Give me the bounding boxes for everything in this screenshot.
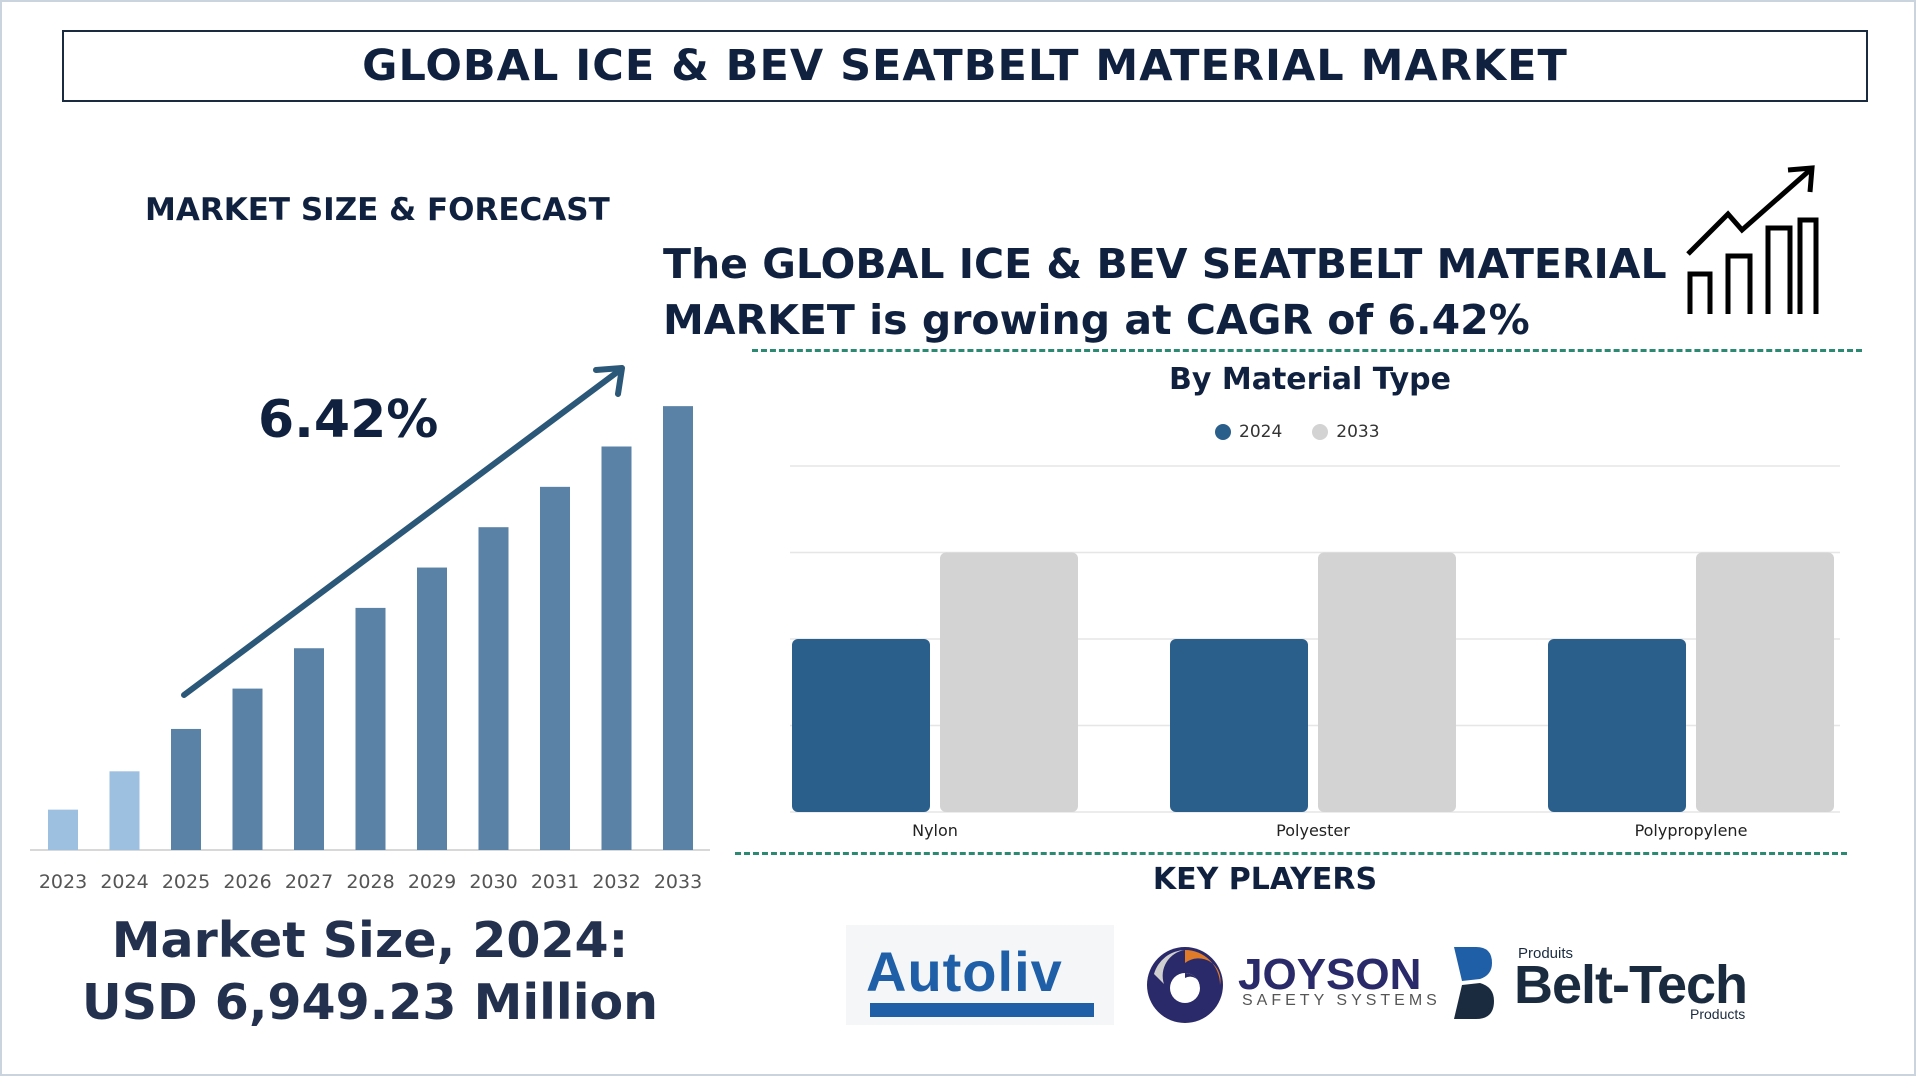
growth-chart-icon [1686,165,1819,314]
trend-arrow-head [593,365,625,397]
forecast-tick-2031: 2031 [531,871,579,893]
forecast-bar-2030 [478,527,509,850]
divider-bottom [735,852,1847,855]
forecast-bar-2033 [663,406,693,850]
belt-tech-top-text: Produits [1518,945,1574,962]
forecast-bar-2029 [417,567,447,850]
legend-item-2024: 2024 [1215,422,1282,442]
material-bar-polypropylene-2033 [1696,552,1834,812]
material-category-label-polypropylene: Polypropylene [1635,821,1748,840]
forecast-tick-2032: 2032 [592,871,640,893]
market-size-value: USD 6,949.23 Million [81,974,659,1031]
belt-tech-logo-text: Belt-Tech [1514,955,1748,1015]
forecast-bar-2032 [601,446,632,850]
material-bar-polyester-2024 [1170,639,1308,812]
forecast-bar-2024 [109,771,140,850]
forecast-tick-2025: 2025 [162,871,210,893]
forecast-tick-2023: 2023 [39,871,87,893]
forecast-bar-2023 [48,809,78,850]
divider-top [752,349,1862,352]
forecast-bar-chart: 2023 2024 2025 2026 2027 2028 2029 2030 2031 2032… [30,365,710,893]
material-bar-polypropylene-2024 [1548,639,1686,812]
key-players-title: KEY PLAYERS [1152,862,1378,897]
legend-label-2024: 2024 [1239,422,1283,442]
material-bar-chart: Nylon Polyester Polypropylene [790,465,1840,840]
joyson-logo-sub: SAFETY SYSTEMS [1242,992,1441,1009]
trend-arrow-icon [181,365,625,698]
forecast-bar-2031 [540,486,570,850]
material-bar-nylon-2033 [940,552,1078,812]
material-category-label-polyester: Polyester [1276,821,1350,840]
joyson-logo-text: JOYSON [1238,950,1422,999]
forecast-bar-2028 [355,607,386,850]
material-chart-title: By Material Type [1169,362,1451,397]
forecast-tick-2033: 2033 [654,871,702,893]
legend-item-2033: 2033 [1312,422,1380,442]
belt-tech-b-icon [1454,947,1494,1019]
legend-swatch-2024 [1215,424,1231,440]
cagr-value: 6.42% [258,390,439,450]
forecast-tick-2026: 2026 [223,871,271,893]
forecast-tick-2029: 2029 [408,871,456,893]
legend-swatch-2033 [1312,424,1329,440]
market-size-block: Market Size, 2024: USD 6,949.23 Million [40,910,700,1034]
forecast-tick-2024: 2024 [100,871,148,893]
autoliv-logo-text: Autoliv [866,940,1063,1003]
forecast-tick-2030: 2030 [469,871,517,893]
forecast-bar-2025 [171,728,201,850]
material-category-label-nylon: Nylon [912,821,958,840]
autoliv-logo-underline [870,1003,1094,1017]
forecast-section-title: MARKET SIZE & FORECAST [145,192,610,228]
material-bar-polyester-2033 [1318,552,1456,812]
forecast-tick-2028: 2028 [346,871,394,893]
page-title: GLOBAL ICE & BEV SEATBELT MATERIAL MARKE… [62,30,1868,102]
belt-tech-bottom-text: Products [1690,1006,1746,1022]
forecast-bar-2026 [232,688,263,850]
material-bar-nylon-2024 [792,639,930,812]
forecast-bar-2027 [294,648,324,850]
material-chart-legend: 2024 2033 [1215,422,1410,442]
growth-statement: The GLOBAL ICE & BEV SEATBELT MATERIAL M… [663,240,1667,344]
joyson-swirl-icon [1147,947,1223,1023]
autoliv-logo: Autoliv [846,925,1114,1025]
trend-arrow-shaft [181,367,623,698]
legend-label-2033: 2033 [1336,422,1380,442]
market-size-label: Market Size, 2024: [111,912,629,969]
forecast-tick-2027: 2027 [285,871,333,893]
